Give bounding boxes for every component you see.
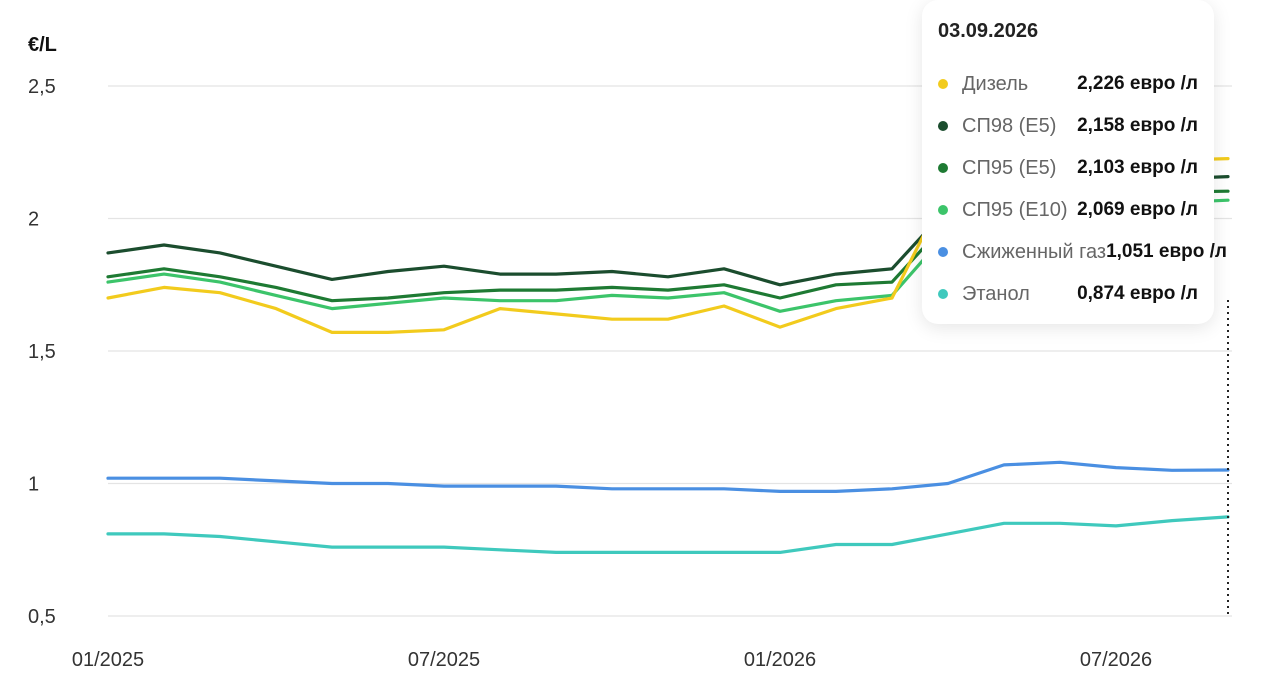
y-tick-label: 1,5 (28, 341, 56, 363)
x-tick-label: 07/2026 (1080, 649, 1152, 671)
tooltip-row: СП95 (E10) 2,069 евро /л (938, 189, 1198, 231)
legend-dot-icon (938, 121, 948, 131)
tooltip-series-name: Дизель (962, 72, 1029, 95)
tooltip-series-name: СП98 (E5) (962, 114, 1057, 137)
tooltip-row: Дизель 2,226 евро /л (938, 63, 1198, 105)
tooltip-series-value: 0,874 евро /л (1077, 283, 1198, 304)
y-axis-unit-label: €/L (28, 34, 57, 56)
tooltip-series-name: Сжиженный газ (962, 240, 1107, 263)
hover-tooltip: 03.09.2026 Дизель 2,226 евро /л СП98 (E5) 2… (922, 0, 1227, 324)
y-axis-ticks: 2,5 2 1,5 1 0,5 (28, 76, 56, 628)
legend-dot-icon (938, 79, 948, 89)
x-tick-label: 01/2026 (744, 649, 816, 671)
tooltip-series-value: 2,069 евро /л (1077, 199, 1198, 220)
legend-dot-icon (938, 205, 948, 215)
legend-dot-icon (938, 289, 948, 299)
x-tick-label: 01/2025 (72, 649, 144, 671)
tooltip-row: Сжиженный газ 1,051 евро /л (938, 231, 1227, 273)
series-line (106, 515, 1230, 555)
y-tick-label: 1 (28, 474, 39, 496)
x-tick-label: 07/2025 (408, 649, 480, 671)
y-tick-label: 0,5 (28, 606, 56, 628)
tooltip-row: СП98 (E5) 2,158 евро /л (938, 105, 1198, 147)
y-tick-label: 2,5 (28, 76, 56, 98)
tooltip-series-value: 2,158 евро /л (1077, 115, 1198, 136)
x-axis-ticks: 01/2025 07/2025 01/2026 07/2026 (72, 649, 1152, 671)
tooltip-series-name: Этанол (962, 282, 1030, 305)
tooltip-row: СП95 (E5) 2,103 евро /л (938, 147, 1198, 189)
legend-dot-icon (938, 163, 948, 173)
tooltip-series-value: 1,051 евро /л (1106, 241, 1227, 262)
tooltip-series-name: СП95 (E5) (962, 156, 1057, 179)
tooltip-rows: Дизель 2,226 евро /л СП98 (E5) 2,158 евро /… (938, 63, 1227, 315)
tooltip-series-value: 2,103 евро /л (1077, 157, 1198, 178)
tooltip-date: 03.09.2026 (938, 20, 1039, 42)
y-tick-label: 2 (28, 209, 39, 231)
legend-dot-icon (938, 247, 948, 257)
series-line (106, 460, 1230, 493)
tooltip-series-value: 2,226 евро /л (1077, 73, 1198, 94)
tooltip-row: Этанол 0,874 евро /л (938, 273, 1198, 315)
tooltip-series-name: СП95 (E10) (962, 198, 1068, 221)
